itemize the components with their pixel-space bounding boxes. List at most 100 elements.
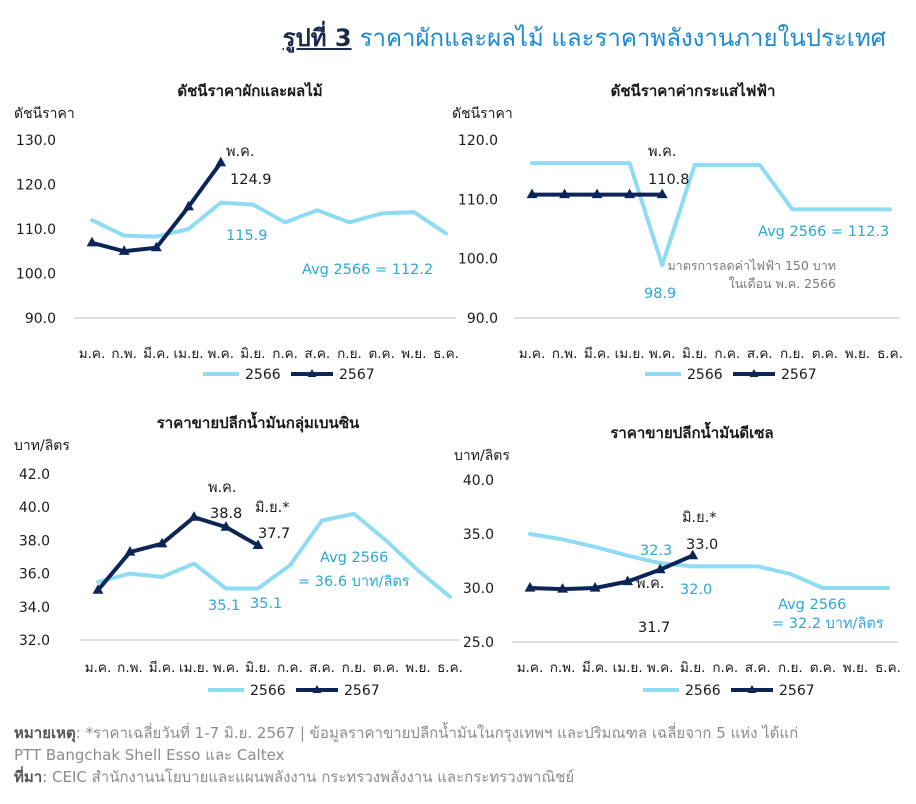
annotation-label: 98.9 xyxy=(644,286,676,302)
source-text: : CEIC สำนักงานนโยบายและแผนพลังงาน กระทร… xyxy=(42,768,575,786)
x-tick-label: ธ.ค. xyxy=(433,346,459,362)
annotation-label: 35.1 xyxy=(208,598,240,614)
x-tick-label: ธ.ค. xyxy=(437,660,463,676)
x-tick-label: ม.ค. xyxy=(517,660,544,676)
x-tick-label: ก.ค. xyxy=(272,346,298,362)
data-point-2567 xyxy=(526,188,538,199)
legend-label-2567: 2567 xyxy=(344,683,380,699)
data-point-2567 xyxy=(188,511,200,521)
x-tick-label: ก.พ. xyxy=(550,660,576,676)
figure-title: รูปที่ 3 ราคาผักและผลไม้ และราคาพลังงานภา… xyxy=(283,18,886,57)
x-tick-label: พ.ค. xyxy=(647,660,674,676)
data-point-2567 xyxy=(124,546,136,556)
x-tick-label: ก.พ. xyxy=(111,346,137,362)
data-point-2567 xyxy=(92,584,104,594)
data-point-2567 xyxy=(654,563,666,574)
annotation-label: พ.ค. xyxy=(636,576,664,592)
remark-label: หมายเหตุ xyxy=(14,724,76,742)
chart-title: ดัชนีราคาค่ากระแสไฟฟ้า xyxy=(611,81,776,100)
source-line: ที่มา: CEIC สำนักงานนโยบายและแผนพลังงาน … xyxy=(14,766,904,788)
data-point-2567 xyxy=(156,537,168,548)
remark-line: หมายเหตุ: *ราคาเฉลี่ยวันที่ 1-7 มิ.ย. 25… xyxy=(14,722,904,744)
x-tick-label: ก.พ. xyxy=(552,346,578,362)
y-tick-label: 40.0 xyxy=(19,500,50,516)
y-axis-label: บาท/ลิตร xyxy=(454,448,510,464)
y-tick-label: 90.0 xyxy=(467,311,498,327)
data-point-2567 xyxy=(118,245,130,255)
x-tick-label: พ.ค. xyxy=(213,660,240,676)
y-tick-label: 100.0 xyxy=(458,252,498,268)
series-line-2566 xyxy=(530,161,892,268)
x-tick-label: พ.ค. xyxy=(649,346,676,362)
series-line-2566 xyxy=(528,532,890,590)
x-tick-label: พ.ย. xyxy=(845,346,870,362)
series-line-2566 xyxy=(96,511,452,599)
x-tick-label: มิ.ย. xyxy=(240,346,265,362)
annotation-label: ในเดือน พ.ค. 2566 xyxy=(729,276,836,291)
x-tick-label: ก.ย. xyxy=(342,660,367,676)
legend-marker-2567 xyxy=(312,685,322,693)
chart-title: ราคาขายปลีกน้ำมันกลุ่มเบนซิน xyxy=(157,411,360,433)
x-tick-label: ส.ค. xyxy=(304,346,330,362)
legend-marker-2567 xyxy=(749,369,759,377)
annotation-label: 32.0 xyxy=(680,582,712,598)
y-tick-label: 30.0 xyxy=(463,581,494,597)
y-axis-label: ดัชนีราคา xyxy=(452,106,513,122)
legend-label-2567: 2567 xyxy=(779,683,815,699)
x-tick-label: ม.ค. xyxy=(519,346,546,362)
annotation-label: 110.8 xyxy=(648,172,690,188)
data-point-2567 xyxy=(559,188,570,199)
annotation-label: Avg 2566 xyxy=(778,597,846,613)
legend-label-2566: 2566 xyxy=(245,367,281,383)
x-tick-label: มี.ค. xyxy=(582,660,609,676)
annotation-label: 37.7 xyxy=(258,526,290,542)
x-tick-label: เม.ย. xyxy=(613,660,643,676)
x-tick-label: ธ.ค. xyxy=(877,346,903,362)
y-tick-label: 34.0 xyxy=(19,600,50,616)
x-tick-label: ม.ค. xyxy=(85,660,112,676)
notes: หมายเหตุ: *ราคาเฉลี่ยวันที่ 1-7 มิ.ย. 25… xyxy=(14,722,904,788)
data-point-2567 xyxy=(656,188,668,199)
x-tick-label: ส.ค. xyxy=(745,660,771,676)
x-tick-label: เม.ย. xyxy=(174,346,204,362)
y-tick-label: 100.0 xyxy=(16,267,56,283)
x-tick-label: มี.ค. xyxy=(149,660,176,676)
annotation-label: = 32.2 บาท/ลิตร xyxy=(772,616,884,632)
data-point-2567 xyxy=(687,549,699,560)
y-tick-label: 40.0 xyxy=(463,473,494,489)
x-tick-label: พ.ย. xyxy=(405,660,430,676)
remark-line-2: PTT Bangchak Shell Esso และ Caltex xyxy=(14,746,285,764)
data-point-2567 xyxy=(624,188,636,199)
annotation-label: มาตรการลดค่าไฟฟ้า 150 บาท xyxy=(667,258,836,273)
legend-label-2567: 2567 xyxy=(339,367,375,383)
annotation-label: 115.9 xyxy=(226,228,268,244)
x-tick-label: พ.ย. xyxy=(401,346,426,362)
y-tick-label: 120.0 xyxy=(458,133,498,149)
y-tick-label: 32.0 xyxy=(19,633,50,649)
y-tick-label: 25.0 xyxy=(463,635,494,651)
data-point-2567 xyxy=(591,188,603,199)
annotation-label: 31.7 xyxy=(638,620,670,636)
x-tick-label: ส.ค. xyxy=(747,346,773,362)
data-point-2567 xyxy=(252,539,264,549)
y-axis-label: บาท/ลิตร xyxy=(14,438,70,454)
x-tick-label: ก.ย. xyxy=(337,346,362,362)
figure-title-text: ราคาผักและผลไม้ และราคาพลังงานภายในประเท… xyxy=(359,24,886,52)
annotation-label: มิ.ย.* xyxy=(682,510,717,526)
x-tick-label: เม.ย. xyxy=(615,346,645,362)
legend-label-2566: 2566 xyxy=(687,367,723,383)
data-point-2567 xyxy=(183,200,194,211)
legend-marker-2567 xyxy=(307,369,317,377)
x-tick-label: ต.ค. xyxy=(373,660,399,676)
x-tick-label: พ.ค. xyxy=(207,346,234,362)
annotation-label: 38.8 xyxy=(210,506,242,522)
y-tick-label: 36.0 xyxy=(19,567,50,583)
x-tick-label: ก.ค. xyxy=(712,660,738,676)
x-tick-label: ก.ค. xyxy=(277,660,303,676)
x-tick-label: ต.ค. xyxy=(810,660,836,676)
x-tick-label: เม.ย. xyxy=(179,660,209,676)
x-tick-label: ต.ค. xyxy=(812,346,838,362)
annotation-label: พ.ค. xyxy=(648,144,676,160)
x-tick-label: มิ.ย. xyxy=(680,660,705,676)
